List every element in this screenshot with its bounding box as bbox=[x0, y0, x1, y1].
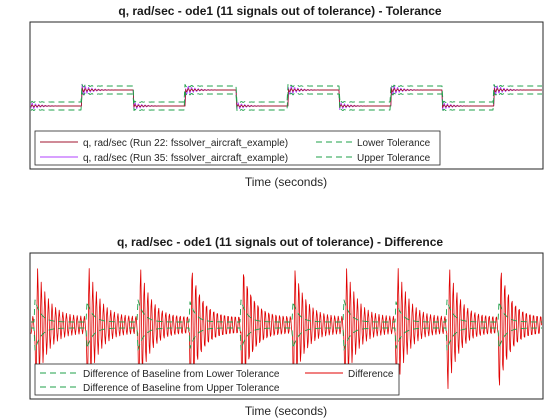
legend-label-upper-tolerance: Upper Tolerance bbox=[357, 153, 431, 164]
difference-plot-lines bbox=[30, 268, 542, 391]
legend-label-diff-lower: Difference of Baseline from Lower Tolera… bbox=[83, 369, 280, 380]
tolerance-legend-box bbox=[34, 130, 441, 166]
legend-label-run22: q, rad/sec (Run 22: fssolver_aircraft_ex… bbox=[83, 138, 288, 149]
difference-title: q, rad/sec - ode1 (11 signals out of tol… bbox=[117, 235, 443, 249]
legend-label-difference: Difference bbox=[348, 369, 394, 380]
trace-diff-lower bbox=[31, 327, 542, 351]
difference-x-axis-label: Time (seconds) bbox=[245, 404, 327, 418]
trace-diff-upper bbox=[31, 299, 542, 323]
difference-panel: q, rad/sec - ode1 (11 signals out of tol… bbox=[29, 235, 544, 418]
legend-label-diff-upper: Difference of Baseline from Upper Tolera… bbox=[83, 383, 280, 394]
legend-label-lower-tolerance: Lower Tolerance bbox=[357, 138, 431, 149]
tolerance-panel: q, rad/sec - ode1 (11 signals out of tol… bbox=[29, 4, 544, 189]
tolerance-title: q, rad/sec - ode1 (11 signals out of tol… bbox=[118, 4, 442, 18]
tolerance-x-axis-label: Time (seconds) bbox=[245, 175, 327, 189]
trace-run22 bbox=[30, 87, 542, 108]
trace-difference bbox=[30, 268, 542, 391]
tolerance-legend: q, rad/sec (Run 22: fssolver_aircraft_ex… bbox=[34, 130, 441, 166]
legend-label-run35: q, rad/sec (Run 35: fssolver_aircraft_ex… bbox=[83, 153, 288, 164]
difference-legend-box bbox=[34, 363, 400, 396]
difference-legend: Difference of Baseline from Lower Tolera… bbox=[34, 363, 400, 396]
tolerance-plot-lines bbox=[30, 83, 542, 112]
